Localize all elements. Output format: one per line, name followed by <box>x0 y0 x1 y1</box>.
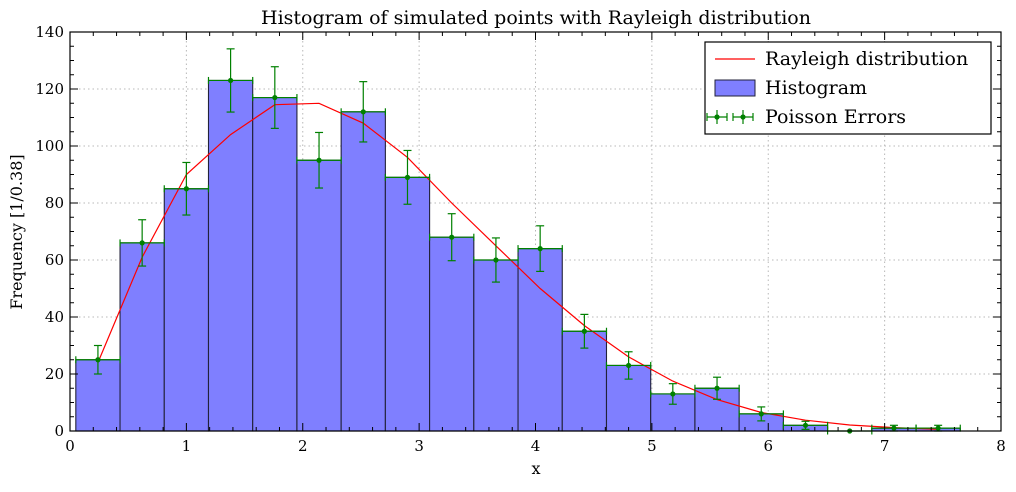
histogram-bar <box>384 176 431 432</box>
x-tick-label: 1 <box>182 437 192 455</box>
errorbar-marker <box>891 425 897 431</box>
errorbar-point <box>561 313 608 349</box>
histogram-bars <box>75 79 961 432</box>
errorbar-point <box>75 344 121 375</box>
errorbar-marker <box>581 328 587 334</box>
x-tick-label: 4 <box>531 437 541 455</box>
x-tick-label: 8 <box>996 437 1006 455</box>
errorbar-marker <box>449 234 455 240</box>
y-tick-label: 0 <box>54 422 64 440</box>
errorbar-marker <box>139 240 145 246</box>
y-tick-label: 140 <box>35 23 64 41</box>
x-tick-label: 0 <box>65 437 75 455</box>
errorbar-marker <box>758 411 764 417</box>
x-tick-label: 7 <box>880 437 890 455</box>
rayleigh-line-layer <box>97 102 939 430</box>
y-axis-label: Frequency [1/0.38] <box>7 154 26 309</box>
errorbar-marker <box>493 257 499 263</box>
legend-errorbar-marker <box>740 114 746 120</box>
y-tick-label: 80 <box>45 194 64 212</box>
errorbar-point <box>428 213 475 262</box>
histogram-bar <box>296 159 342 432</box>
legend-label-rayleigh: Rayleigh distribution <box>765 48 968 70</box>
legend-label-poisson: Poisson Errors <box>765 106 906 128</box>
errorbar-marker <box>227 77 234 84</box>
errorbar-point <box>473 237 519 283</box>
errorbar-marker <box>626 362 632 369</box>
legend: Rayleigh distribution Histogram Poisson Er… <box>704 41 992 135</box>
errorbar-marker <box>935 425 941 431</box>
errorbar-marker <box>183 186 189 192</box>
y-tick-label: 20 <box>45 365 64 383</box>
x-tick-label: 2 <box>298 437 308 455</box>
errorbar-marker <box>670 391 676 397</box>
x-tick-label: 5 <box>647 437 657 455</box>
errorbar-marker <box>537 246 543 252</box>
y-tick-label: 120 <box>35 80 64 98</box>
errorbar-marker <box>802 422 809 428</box>
histogram-bar <box>473 259 519 432</box>
errorbar-point <box>694 376 740 400</box>
errorbar-point <box>517 225 563 272</box>
errorbar-point <box>252 66 298 129</box>
errorbar-marker <box>360 109 366 115</box>
rayleigh-line <box>97 102 939 430</box>
errorbar-point <box>296 131 342 189</box>
y-tick-label: 100 <box>35 137 64 155</box>
histogram-bar <box>163 188 210 432</box>
histogram-bar <box>207 79 254 432</box>
histogram-bar <box>429 236 475 432</box>
errorbar-point <box>650 383 696 405</box>
errorbar-point <box>340 81 386 143</box>
errorbar-point <box>738 406 784 422</box>
errorbar-marker <box>714 385 720 391</box>
legend-errorbar-marker <box>714 114 720 120</box>
histogram-bar <box>340 111 386 432</box>
errorbar-point <box>207 48 254 113</box>
y-tick-label: 60 <box>45 251 64 269</box>
legend-swatch-errorbar <box>706 110 728 124</box>
x-tick-label: 6 <box>763 437 773 455</box>
chart-title: Histogram of simulated points with Rayle… <box>261 7 811 29</box>
errorbar-point <box>605 351 652 380</box>
errorbar-point <box>119 219 165 267</box>
errorbar-layer <box>75 48 961 435</box>
errorbar-marker <box>272 94 278 101</box>
errorbar-marker <box>95 357 101 363</box>
x-tick-label: 3 <box>414 437 424 455</box>
errorbar-point <box>915 424 961 432</box>
errorbar-point <box>384 149 431 205</box>
errorbar-marker <box>404 174 411 180</box>
histogram-bar <box>252 97 298 432</box>
legend-swatch-errorbar <box>732 110 754 124</box>
histogram-bar <box>517 248 563 432</box>
y-tick-label: 40 <box>45 308 64 326</box>
legend-label-histogram: Histogram <box>765 77 867 99</box>
legend-swatch-histogram <box>714 79 756 97</box>
x-axis-label: x <box>531 459 540 478</box>
errorbar-marker <box>316 157 322 163</box>
histogram-bar <box>119 242 165 432</box>
errorbar-point <box>163 161 210 216</box>
